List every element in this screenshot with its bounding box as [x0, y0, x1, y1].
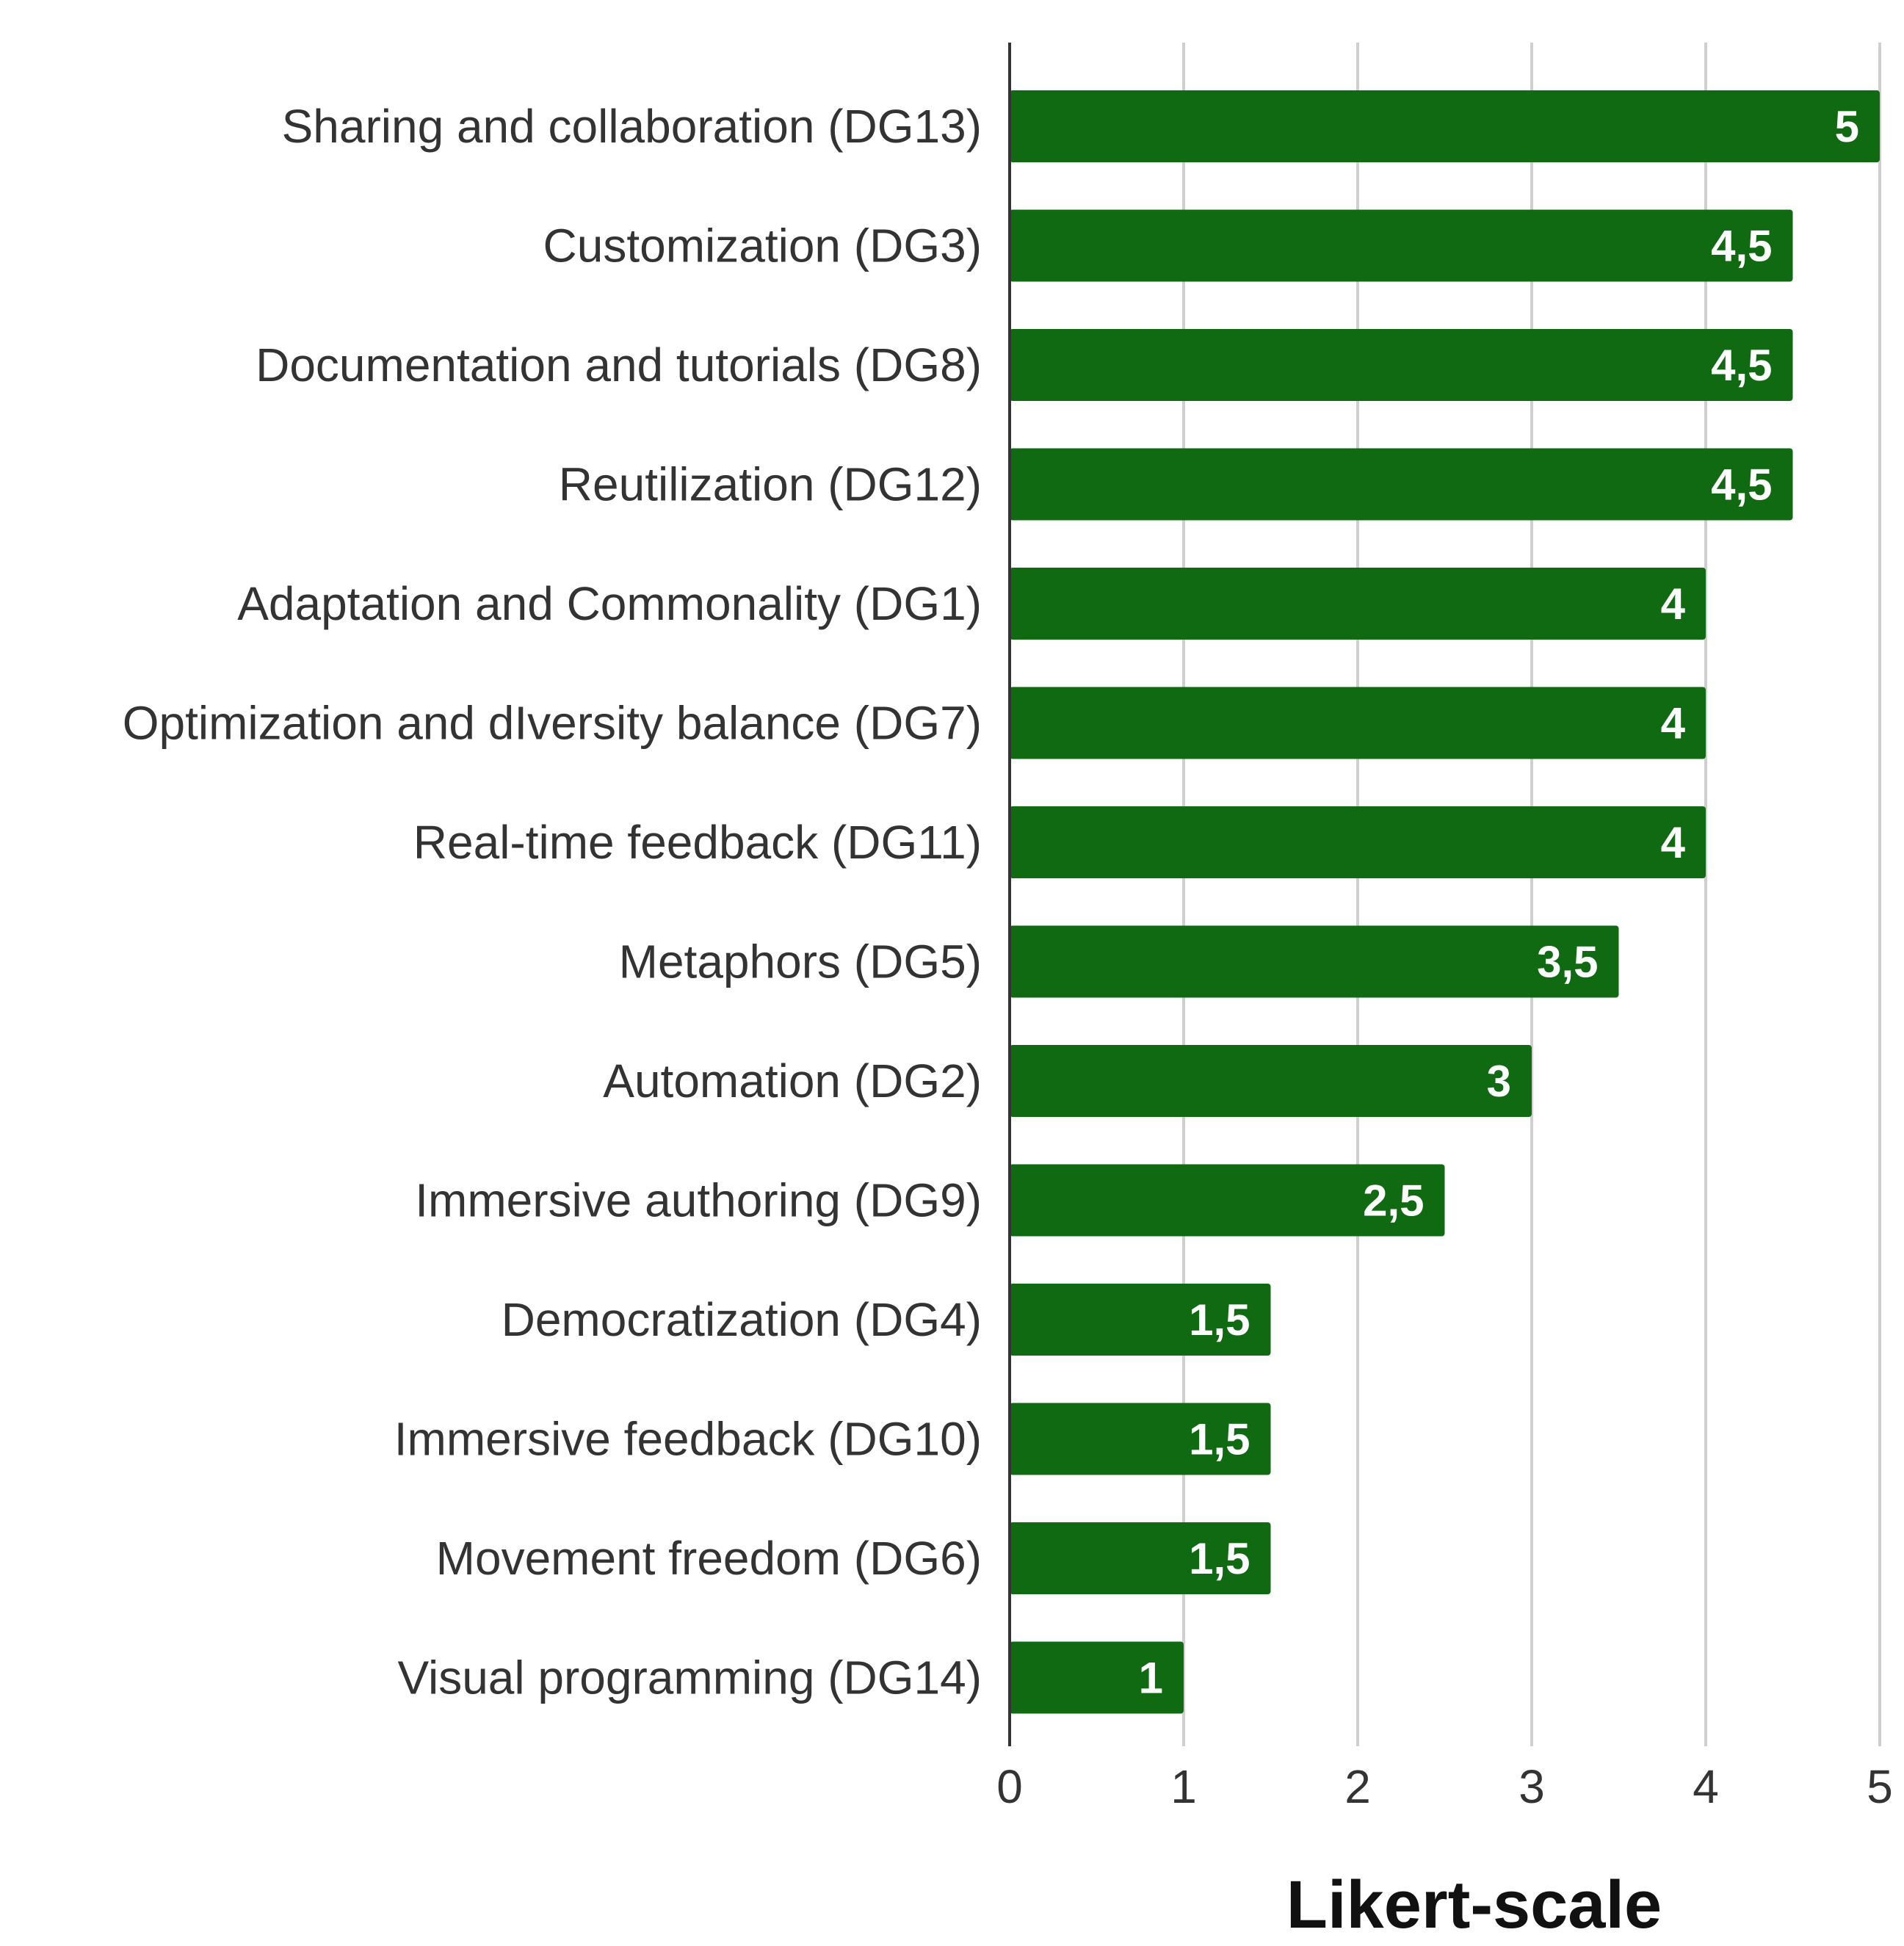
x-tick-label-0: 0 [996, 1760, 1023, 1813]
data-label-10: 2,5 [1363, 1176, 1424, 1226]
data-label-3: 4,5 [1711, 341, 1772, 390]
category-label-9: Automation (DG2) [603, 1055, 982, 1107]
x-tick-label-4: 4 [1693, 1760, 1719, 1813]
x-axis-title: Likert-scale [1286, 1867, 1662, 1942]
data-label-12: 1,5 [1189, 1415, 1250, 1464]
category-label-3: Documentation and tutorials (DG8) [256, 339, 982, 391]
data-label-5: 4 [1661, 579, 1686, 629]
category-label-2: Customization (DG3) [543, 220, 982, 272]
category-label-8: Metaphors (DG5) [619, 936, 982, 988]
category-label-7: Real-time feedback (DG11) [413, 816, 982, 869]
bar-13 [1010, 1522, 1271, 1594]
bar-10 [1010, 1164, 1445, 1237]
category-label-4: Reutilization (DG12) [559, 458, 982, 511]
category-label-11: Democratization (DG4) [502, 1293, 982, 1346]
x-tick-labels: 0 1 2 3 4 5 [996, 1760, 1893, 1813]
x-tick-label-3: 3 [1519, 1760, 1545, 1813]
data-label-4: 4,5 [1711, 460, 1772, 510]
category-label-1: Sharing and collaboration (DG13) [282, 100, 982, 153]
category-label-5: Adaptation and Commonality (DG1) [237, 577, 982, 630]
category-label-6: Optimization and dIversity balance (DG7) [123, 697, 982, 750]
bar-9 [1010, 1045, 1532, 1117]
data-label-2: 4,5 [1711, 222, 1772, 271]
bar-5 [1010, 568, 1706, 640]
category-labels: Sharing and collaboration (DG13) Customiz… [123, 100, 982, 1704]
data-label-9: 3 [1487, 1057, 1511, 1106]
data-label-13: 1,5 [1189, 1534, 1250, 1583]
bar-3 [1010, 329, 1793, 401]
data-label-11: 1,5 [1189, 1295, 1250, 1345]
data-label-14: 1 [1139, 1654, 1163, 1703]
data-label-6: 4 [1661, 699, 1686, 748]
bars: 5 4,5 4,5 4,5 4 4 4 3,5 3 2,5 1,5 1,5 1,5 1 [1010, 90, 1880, 1714]
bar-1 [1010, 90, 1880, 162]
category-label-14: Visual programming (DG14) [397, 1652, 982, 1704]
bar-8 [1010, 925, 1619, 998]
gridlines [1182, 43, 1881, 1746]
bar-11 [1010, 1284, 1271, 1356]
bar-2 [1010, 209, 1793, 282]
category-label-13: Movement freedom (DG6) [436, 1532, 982, 1585]
x-tick-label-2: 2 [1344, 1760, 1371, 1813]
bar-7 [1010, 806, 1706, 878]
x-tick-label-1: 1 [1170, 1760, 1197, 1813]
category-label-10: Immersive authoring (DG9) [415, 1174, 982, 1227]
data-label-7: 4 [1661, 818, 1686, 867]
bar-14 [1010, 1641, 1184, 1714]
x-tick-label-5: 5 [1867, 1760, 1893, 1813]
data-label-8: 3,5 [1537, 938, 1598, 987]
category-label-12: Immersive feedback (DG10) [394, 1413, 982, 1466]
bar-4 [1010, 448, 1793, 521]
data-label-1: 5 [1835, 102, 1859, 151]
bar-12 [1010, 1403, 1271, 1475]
bar-6 [1010, 687, 1706, 759]
